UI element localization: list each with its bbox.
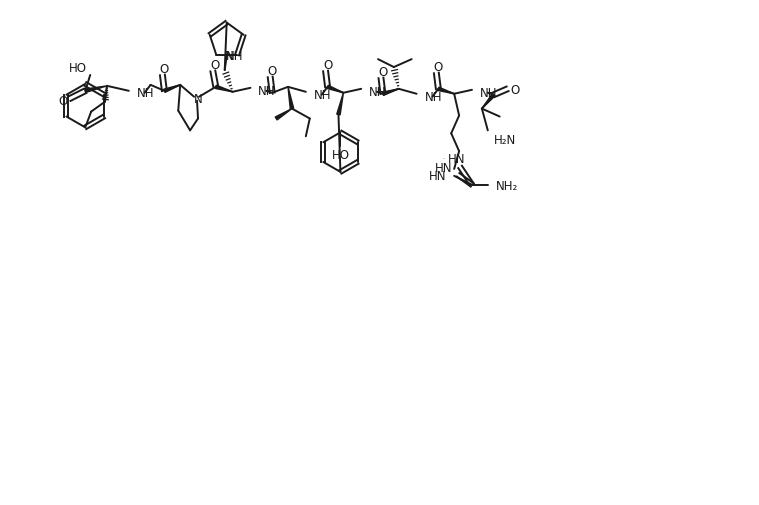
Text: iN: iN [455, 161, 457, 162]
Text: NH: NH [369, 86, 386, 99]
Polygon shape [164, 86, 180, 93]
Text: NH: NH [424, 91, 442, 104]
Polygon shape [276, 110, 292, 121]
Text: O: O [378, 65, 388, 78]
Polygon shape [337, 93, 343, 116]
Polygon shape [438, 88, 454, 94]
Text: NH: NH [313, 89, 331, 102]
Text: N: N [225, 50, 234, 63]
Text: NH: NH [226, 50, 244, 63]
Polygon shape [327, 86, 343, 93]
Text: O: O [510, 84, 519, 97]
Text: HN: HN [429, 170, 446, 183]
Polygon shape [288, 88, 294, 110]
Text: NH: NH [480, 87, 497, 100]
Text: HO: HO [69, 62, 87, 74]
Text: O: O [159, 63, 169, 75]
Text: N: N [194, 93, 203, 106]
Text: iNH: iNH [443, 157, 446, 158]
Text: NH: NH [137, 87, 154, 100]
Text: NH₂: NH₂ [496, 180, 518, 193]
Text: O: O [58, 95, 67, 108]
Text: O: O [268, 65, 277, 77]
Text: NH: NH [258, 85, 276, 98]
Text: HN: HN [435, 162, 452, 175]
Text: O: O [323, 59, 332, 71]
Text: O: O [210, 59, 219, 71]
Text: O: O [433, 61, 443, 73]
Text: HN: HN [447, 152, 465, 165]
Polygon shape [383, 89, 398, 96]
Polygon shape [216, 86, 232, 92]
Text: H₂N: H₂N [494, 133, 516, 146]
Text: HO: HO [332, 148, 349, 161]
Polygon shape [482, 94, 495, 110]
Polygon shape [85, 87, 107, 93]
